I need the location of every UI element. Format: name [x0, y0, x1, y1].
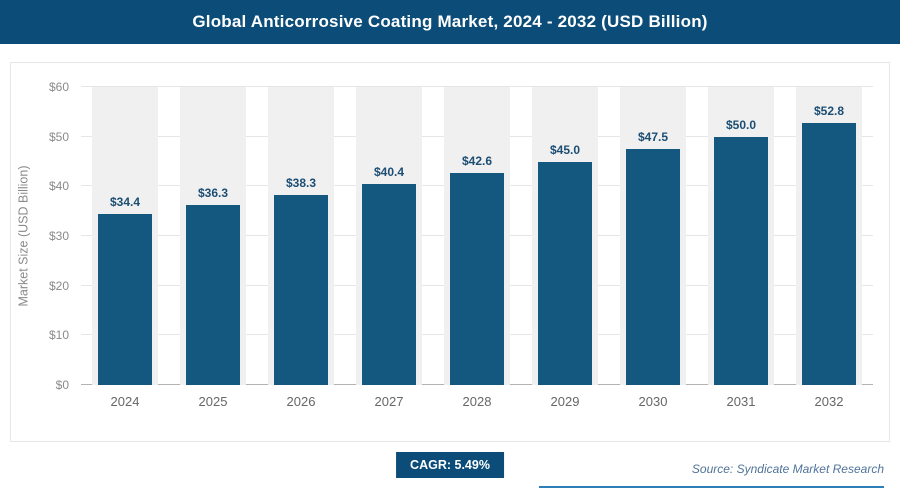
gridline — [81, 86, 873, 87]
bar-column: $40.4 — [345, 87, 433, 385]
y-tick-label: $20 — [48, 278, 69, 293]
bar-value-label: $42.6 — [461, 154, 493, 169]
y-tick-label: $50 — [48, 129, 69, 144]
x-tick-label: 2025 — [198, 394, 228, 409]
bar — [801, 122, 857, 385]
x-tick-label: 2026 — [286, 394, 316, 409]
y-tick-label: $30 — [48, 229, 69, 243]
bar-column: $50.0 — [697, 87, 785, 385]
chart-title: Global Anticorrosive Coating Market, 202… — [192, 12, 708, 31]
y-axis-ticks: $0 $10 $20 $30 $40 $50 $60 — [35, 80, 77, 392]
bar-column: $36.3 — [169, 87, 257, 385]
bar — [273, 194, 329, 385]
bar — [713, 136, 769, 385]
x-tick-label: 2030 — [638, 394, 668, 409]
bar — [625, 149, 681, 385]
bar-column: $52.8 — [785, 87, 873, 385]
bar — [361, 184, 417, 385]
x-tick-label: 2027 — [374, 394, 404, 409]
bar-value-label: $45.0 — [549, 142, 581, 157]
bar-column: $42.6 — [433, 87, 521, 385]
source-wrap: Source: Syndicate Market Research — [539, 460, 884, 488]
bar-value-label: $52.8 — [813, 103, 845, 118]
x-tick-label: 2031 — [726, 394, 756, 409]
chart-card: Market Size (USD Billion) $0 $10 $20 $30 $40… — [10, 62, 890, 442]
bar-value-label: $34.4 — [109, 195, 141, 210]
bar — [537, 161, 593, 385]
bar — [97, 214, 153, 385]
bar-value-label: $36.3 — [197, 185, 229, 200]
x-tick-label: 2028 — [462, 394, 492, 409]
source-text: Source: Syndicate Market Research — [691, 462, 884, 476]
bar-value-label: $47.5 — [637, 130, 669, 145]
bar-column: $45.0 — [521, 87, 609, 385]
bar-value-label: $40.4 — [373, 165, 405, 180]
bar — [449, 173, 505, 385]
header: Global Anticorrosive Coating Market, 202… — [0, 0, 900, 44]
y-axis-title: Market Size (USD Billion) — [16, 165, 31, 307]
bar-columns: $34.4 $36.3 $38.3 $40.4 $42.6 $45.0 $47.5 $50.0… — [81, 87, 873, 385]
cagr-badge: CAGR: 5.49% — [396, 452, 504, 478]
y-tick-label: $40 — [48, 179, 69, 194]
bar-value-label: $38.3 — [285, 175, 317, 190]
bar-column: $47.5 — [609, 87, 697, 385]
x-axis-labels: 2024 2025 2026 2027 2028 2029 2030 2031 2032 — [81, 394, 873, 409]
y-tick-label: $0 — [55, 378, 69, 392]
x-tick-label: 2029 — [550, 394, 580, 409]
y-tick-label: $10 — [48, 328, 69, 343]
plot-area: $34.4 $36.3 $38.3 $40.4 $42.6 $45.0 $47.5 $50.0… — [81, 86, 873, 385]
bar-column: $34.4 — [81, 87, 169, 385]
x-tick-label: 2024 — [110, 394, 140, 409]
bar — [185, 204, 241, 385]
y-axis-title-wrap: Market Size (USD Billion) — [11, 87, 35, 385]
x-tick-label: 2032 — [814, 394, 844, 409]
bar-value-label: $50.0 — [725, 117, 757, 132]
y-tick-label: $60 — [48, 80, 69, 94]
bar-column: $38.3 — [257, 87, 345, 385]
